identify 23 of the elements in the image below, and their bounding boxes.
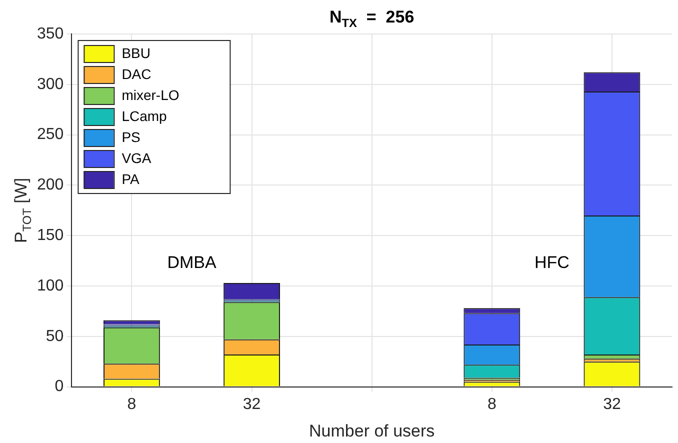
- legend-label: DAC: [122, 66, 152, 82]
- y-tick-label: 0: [54, 378, 64, 396]
- y-tick-label: 200: [36, 176, 64, 194]
- y-tick-label: 50: [46, 328, 64, 345]
- legend-label: VGA: [122, 150, 152, 166]
- y-tick-label: 150: [36, 227, 64, 244]
- annotation: DMBA: [167, 253, 217, 272]
- annotation: HFC: [534, 253, 570, 272]
- legend-label: LCamp: [122, 108, 168, 124]
- x-tick-label: 8: [127, 396, 136, 413]
- y-tick-label: 350: [36, 25, 64, 42]
- x-axis-title: Number of users: [309, 422, 435, 441]
- y-tick-label: 250: [36, 126, 64, 144]
- y-tick-label: 100: [36, 277, 64, 294]
- legend-label: PS: [122, 128, 140, 145]
- legend-label: mixer-LO: [122, 86, 180, 103]
- x-tick-label: 32: [242, 396, 261, 413]
- x-tick-label: 8: [487, 396, 496, 413]
- y-tick-label: 300: [36, 76, 64, 93]
- x-tick-label: 32: [603, 396, 621, 413]
- legend-label: BBU: [122, 44, 150, 61]
- y-axis-title: PTOT [W]: [12, 178, 34, 243]
- legend-label: PA: [122, 170, 140, 187]
